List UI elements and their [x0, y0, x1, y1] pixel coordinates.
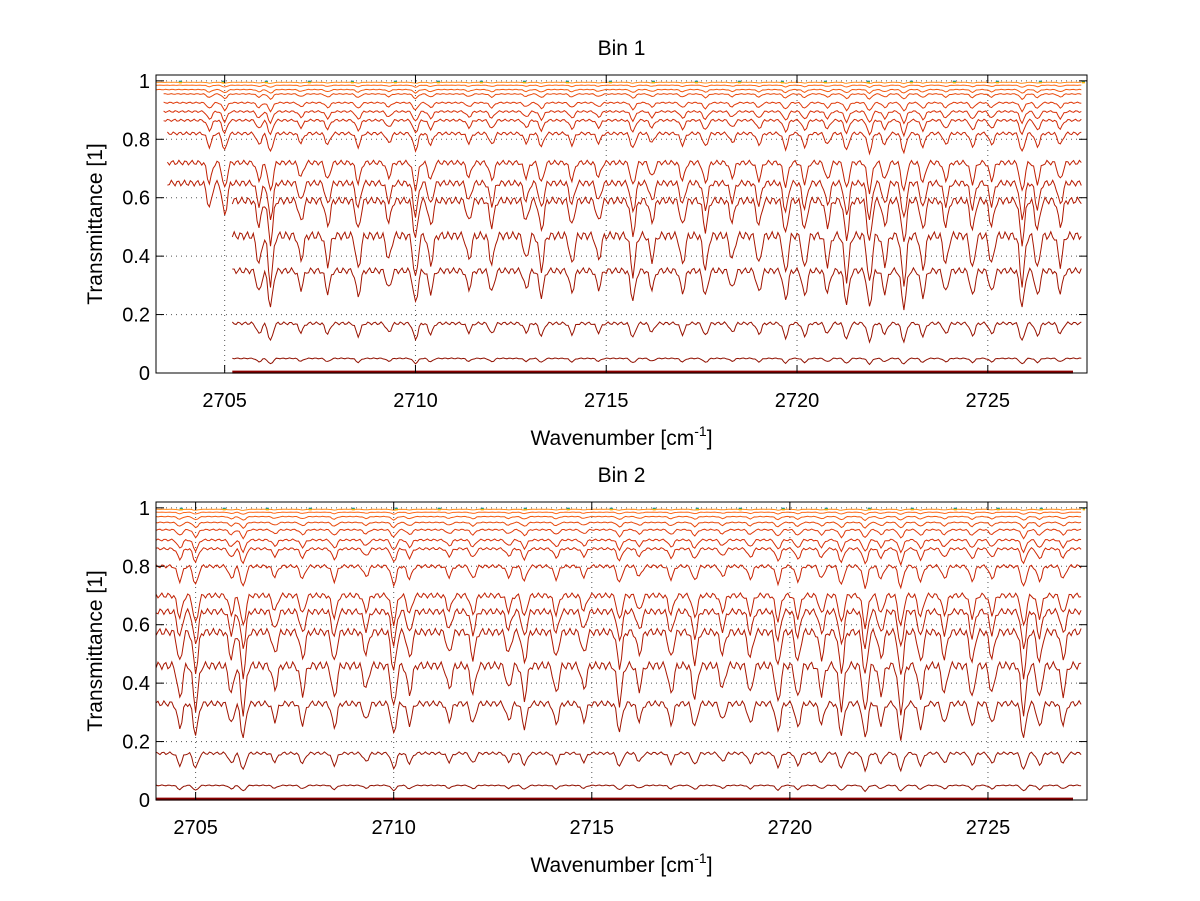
series-line — [155, 515, 1082, 522]
bin-1-panel: 2705 2710 2715 2720 2725 0 0.2 0.4 0.6 0.8 1 Bin 1 W… — [84, 37, 1088, 450]
series-line — [155, 607, 1082, 650]
series-line — [155, 88, 1082, 95]
x-tick-label: 2710 — [371, 817, 416, 839]
bin-2-panel: 2705 2710 2715 2720 2725 0 0.2 0.4 0.6 0.8 1 Bin 2 W… — [84, 464, 1088, 877]
y-tick-label: 0.8 — [122, 129, 150, 151]
series-line — [167, 179, 1082, 221]
series-line — [163, 109, 1082, 125]
x-tick-label: 2715 — [570, 817, 615, 839]
chart-title: Bin 2 — [598, 464, 646, 487]
series-line — [163, 118, 1082, 138]
y-tick-label: 0.2 — [122, 305, 150, 327]
series-line — [155, 784, 1082, 793]
series-line — [155, 699, 1082, 741]
x-tick-label: 2705 — [202, 390, 247, 412]
series-line — [232, 357, 1082, 366]
series-line — [232, 266, 1082, 311]
y-tick-label: 0.6 — [122, 615, 150, 637]
series-line — [155, 81, 1082, 85]
y-axis-label: Transmittance [1] — [84, 570, 107, 731]
series-line — [167, 131, 1082, 156]
x-axis-label: Wavenumber [cm-1] — [530, 850, 712, 877]
y-tick-label: 0.6 — [122, 188, 150, 210]
series-line — [155, 627, 1082, 680]
series-line — [231, 195, 1082, 247]
y-tick-label: 0.4 — [122, 673, 150, 695]
series-line — [155, 751, 1082, 773]
x-tick-label: 2715 — [584, 390, 629, 412]
series-line — [156, 521, 1082, 530]
axes-frame — [155, 74, 1088, 374]
y-tick-label: 0 — [139, 363, 150, 385]
series-line — [155, 660, 1082, 717]
x-axis-label: Wavenumber [cm-1] — [530, 423, 712, 450]
y-tick-label: 0.8 — [122, 556, 150, 578]
series-line — [166, 159, 1082, 195]
x-tick-label: 2720 — [775, 390, 820, 412]
series-line — [156, 84, 1082, 89]
y-tick-label: 0 — [139, 790, 150, 812]
y-tick-label: 0.4 — [122, 246, 150, 268]
series-line — [155, 538, 1082, 554]
series-line — [155, 563, 1082, 590]
x-tick-label: 2720 — [768, 817, 813, 839]
series-line — [155, 528, 1082, 540]
series-line — [155, 511, 1082, 516]
chart-title: Bin 1 — [598, 37, 646, 60]
y-axis-label: Transmittance [1] — [84, 143, 107, 304]
series-line — [163, 101, 1082, 113]
x-tick-label: 2705 — [173, 817, 218, 839]
series-line — [155, 508, 1082, 512]
series-line — [155, 591, 1082, 630]
y-tick-label: 1 — [139, 498, 150, 520]
x-tick-label: 2725 — [966, 390, 1011, 412]
y-tick-label: 1 — [139, 71, 150, 93]
series-line — [231, 230, 1082, 288]
series-line — [155, 546, 1082, 567]
y-tick-label: 0.2 — [122, 732, 150, 754]
x-tick-label: 2725 — [966, 817, 1011, 839]
series-line — [163, 93, 1082, 101]
axes-frame — [155, 501, 1088, 801]
series-line — [231, 321, 1082, 344]
x-tick-label: 2710 — [393, 390, 438, 412]
